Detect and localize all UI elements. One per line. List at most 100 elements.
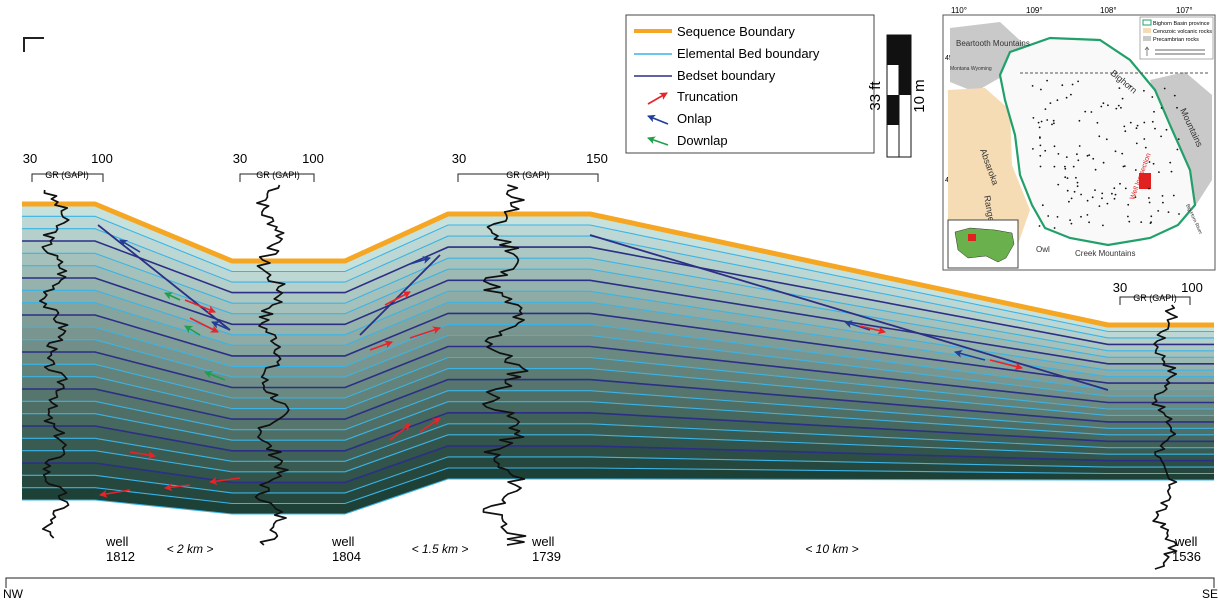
well-dot [1160,107,1163,109]
well-dot [1177,138,1180,141]
truncation-arrow [99,489,131,498]
gr-title: GR (GAPI) [45,170,89,180]
well-dot [1091,196,1094,199]
truncation-arrow [164,483,191,492]
precambrian-region-east [1150,72,1212,205]
elemental-bed-boundary-line [22,215,1214,333]
well-dot [1088,154,1091,157]
legend-swatch-truncation [647,92,668,105]
svg-text:108°: 108° [1100,6,1117,15]
distance-label: < 1.5 km > [412,542,469,556]
well-dot [1148,197,1150,199]
stratal-termination-arrows [99,239,1023,498]
well-dot [1148,201,1151,204]
well-dot [1158,171,1160,174]
well-dot [1173,94,1176,97]
well-dot [1113,197,1116,200]
gr-max-label: 100 [91,151,113,166]
legend-label: Downlap [677,133,728,148]
well-dot [1068,200,1070,203]
well-dot [1065,96,1068,99]
well-dot [1076,181,1079,184]
well-dot [1096,121,1099,124]
well-dot [1066,177,1069,180]
well-dot [1070,197,1073,200]
well-dot [1032,148,1034,150]
well-dot [1148,161,1151,163]
well-dot [1046,119,1049,121]
well-dot [1053,145,1056,148]
well-dot [1162,201,1164,204]
svg-text:Range: Range [982,195,996,223]
well-dot [1078,145,1081,147]
well-dot [1172,194,1175,197]
well-dot [1090,111,1093,113]
inset-map: 110° 109° 108° 107° 45° 44° Beartooth Mo… [942,6,1216,271]
legend-swatch-downlap [647,136,669,146]
elemental-bed-boundary-line [22,390,1214,431]
well-dot [1056,216,1059,218]
well-dot [1169,161,1172,164]
well-dot [1170,170,1173,173]
well-dot [1032,117,1035,119]
truncation-arrow [389,423,411,441]
well-dot [1127,203,1130,206]
well-dot [1051,123,1053,126]
scale-label-ft: 33 ft [867,81,884,111]
bedset-boundary-line [22,412,1214,452]
gamma-ray-curves [39,184,1178,570]
well-dot [1094,168,1097,171]
well-dot [1088,221,1090,224]
elemental-bed-boundary-line [22,252,1214,352]
well-dots [1031,79,1180,229]
truncation-arrow [384,291,411,306]
downlap-arrow [204,370,226,381]
well-dot [1069,219,1071,222]
well-dot [1070,222,1073,225]
well-dot [1152,162,1155,165]
well-dot [1102,102,1105,105]
well-dot [1038,126,1041,129]
gr-min-label: 30 [1113,280,1127,295]
well-dot [1124,187,1127,190]
well-dot [1053,165,1056,168]
well-dot [1053,122,1055,125]
well-dot [1064,165,1066,168]
distance-label: < 2 km > [167,542,214,556]
well-dot [1047,215,1050,217]
gr-max-label: 100 [302,151,324,166]
svg-text:Bighorn Basin province: Bighorn Basin province [1153,21,1210,27]
svg-text:1804: 1804 [332,549,361,564]
stratum-layer [22,434,1214,483]
well-dot [1064,176,1067,179]
truncation-arrow [989,359,1023,371]
well-dot [1038,225,1041,227]
elemental-bed-boundary-line [22,401,1214,441]
stratum-layer [22,390,1214,441]
svg-text:well: well [105,534,129,549]
well-dot [1044,149,1047,152]
well-dot [1098,205,1101,208]
well-dot [1129,121,1132,124]
gr-max-label: 150 [586,151,608,166]
well-dot [1057,153,1060,155]
truncation-arrow [129,450,156,459]
well-dot [1061,84,1064,87]
well-dot [1122,165,1125,168]
well-dot [1134,196,1137,199]
elemental-bed-boundary-line [22,356,1214,410]
svg-text:107°: 107° [1176,6,1193,15]
well-dot [1039,154,1042,157]
boundary-lines [22,201,1214,515]
well-dot [1140,221,1143,224]
stratum-layer [22,401,1214,451]
well-dot [1053,227,1056,229]
well-dot [1176,148,1179,151]
well-dot [1092,157,1095,160]
onlap-arrow [119,239,141,253]
well-dot [1157,210,1160,212]
legend-swatch-onlap [647,114,669,125]
elemental-bed-boundary-line [22,228,1214,339]
svg-text:109°: 109° [1026,6,1043,15]
elemental-bed-boundary-line [22,368,1214,416]
